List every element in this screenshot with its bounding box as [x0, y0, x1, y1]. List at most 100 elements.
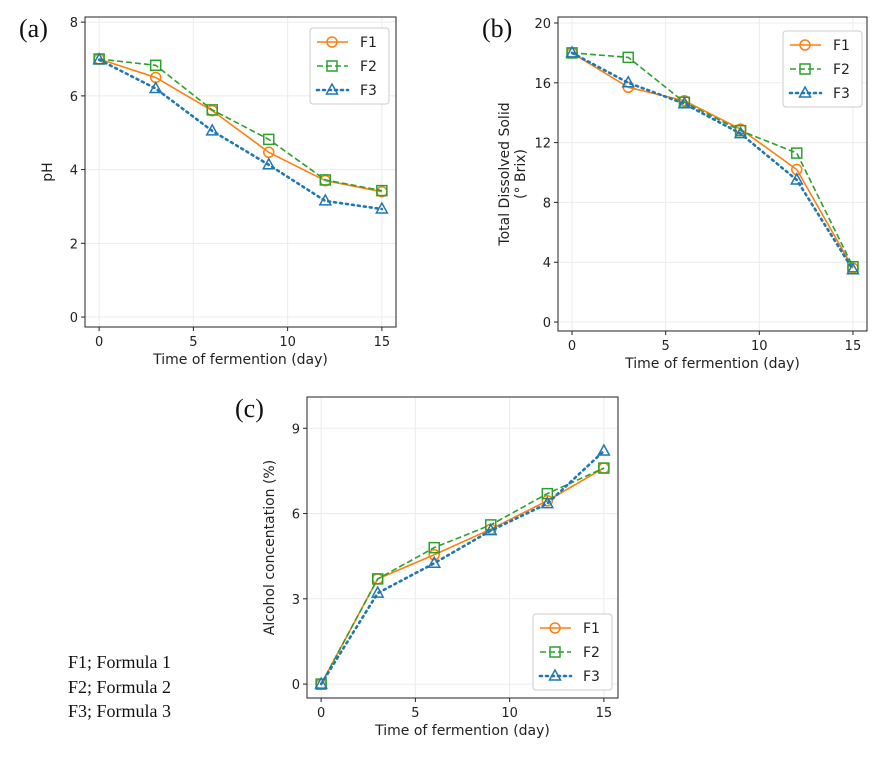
data-point [790, 172, 804, 185]
y-tick-label: 0 [70, 311, 78, 326]
series-line [99, 58, 383, 192]
panel-label-c: (c) [235, 394, 264, 423]
x-tick-label: 0 [317, 706, 325, 721]
y-tick-label: 6 [70, 90, 78, 105]
data-point [148, 80, 163, 94]
data-point [371, 573, 384, 585]
x-tick-label: 5 [662, 339, 670, 354]
legend: F1 F2 F3 [782, 30, 863, 108]
y-tick-label: 9 [292, 422, 300, 437]
series-f3 [92, 52, 389, 214]
data-point [565, 45, 579, 58]
legend-marker [549, 646, 561, 658]
data-point [733, 126, 748, 139]
data-point [541, 494, 554, 507]
y-tick-label: 3 [292, 593, 300, 608]
legend-marker [548, 668, 562, 681]
x-tick-label: 5 [189, 335, 197, 350]
data-point [791, 147, 803, 159]
legend: F1 F2 F3 [309, 27, 390, 105]
legend-label: F3 [833, 86, 850, 102]
y-tick-label: 0 [292, 678, 300, 693]
legend-marker [549, 622, 561, 634]
series-line [571, 52, 854, 268]
x-tick-label: 10 [751, 339, 768, 354]
data-point [206, 104, 218, 116]
data-point [375, 201, 389, 214]
y-tick-label: 12 [534, 137, 551, 152]
series-line [320, 467, 605, 685]
data-point [205, 123, 219, 136]
x-tick-label: 15 [596, 706, 613, 721]
data-point [622, 51, 634, 64]
data-point [149, 59, 162, 72]
plot-frame [306, 396, 619, 699]
x-axis-label: Time of fermention (day) [152, 352, 328, 368]
data-point [428, 548, 440, 561]
panel-label-b: (b) [482, 14, 513, 43]
data-point [319, 174, 332, 186]
chart-2: 0 5 10 15 0 4 8 12 16 20 Time of fermention (day) T… [497, 16, 868, 372]
series-f3 [565, 45, 860, 275]
series-line [97, 58, 384, 211]
series-line [570, 51, 855, 271]
x-tick-label: 5 [411, 706, 419, 721]
x-tick-label: 10 [279, 335, 296, 350]
data-point [263, 133, 275, 146]
series-f3 [314, 443, 611, 689]
y-tick-label: 2 [70, 237, 78, 252]
legend-label: F2 [583, 645, 600, 661]
y-tick-label: 8 [543, 196, 551, 211]
legend: F1 F2 F3 [532, 613, 613, 691]
legend-marker [799, 39, 811, 51]
y-tick-label: 4 [543, 256, 551, 271]
y-tick-label: 0 [543, 316, 551, 331]
legend-label: F2 [360, 59, 377, 75]
legend-marker [326, 36, 338, 48]
y-tick-label: 20 [534, 17, 551, 32]
data-point [597, 443, 611, 456]
data-point [427, 555, 441, 569]
data-point [847, 260, 859, 273]
legend-marker [798, 85, 812, 98]
footnote-line: F1; Formula 1 [68, 652, 172, 672]
footnote-line: F3; Formula 3 [68, 701, 172, 721]
data-point [318, 193, 333, 206]
y-tick-label: 16 [534, 77, 551, 92]
data-point [428, 541, 440, 554]
plot-frame [84, 16, 397, 328]
panel-label-a: (a) [19, 14, 48, 43]
x-axis-label: Time of fermention (day) [624, 356, 800, 372]
data-point [598, 462, 610, 474]
legend-label: F2 [833, 62, 850, 78]
y-axis-label: (° Brix) [513, 149, 529, 199]
x-tick-label: 15 [845, 339, 862, 354]
chart-3: 0 5 10 15 0 3 6 9 Time of fermention (day) Alcoho… [262, 396, 619, 739]
data-point [484, 523, 498, 536]
legend-label: F3 [583, 669, 600, 685]
footnote-line: F2; Formula 2 [68, 676, 172, 697]
legend-marker [799, 63, 811, 75]
x-tick-label: 10 [501, 706, 518, 721]
legend-label: F3 [360, 83, 377, 99]
data-point [677, 96, 692, 109]
data-point [621, 75, 635, 88]
x-tick-label: 0 [568, 339, 576, 354]
legend-label: F1 [360, 35, 377, 51]
y-axis-label: Total Dissolved Solid [497, 102, 513, 246]
footnote: F1; Formula 1 F2; Formula 2 F3; Formula … [68, 650, 171, 724]
data-point [92, 52, 106, 65]
legend-marker [325, 82, 339, 95]
series-line [319, 449, 606, 686]
data-point [376, 184, 388, 197]
x-tick-label: 0 [95, 335, 103, 350]
data-point [846, 262, 860, 275]
legend-label: F1 [583, 621, 600, 637]
data-point [262, 157, 276, 170]
y-tick-label: 8 [70, 16, 78, 31]
data-point [314, 676, 328, 689]
y-axis-label: pH [40, 162, 56, 181]
